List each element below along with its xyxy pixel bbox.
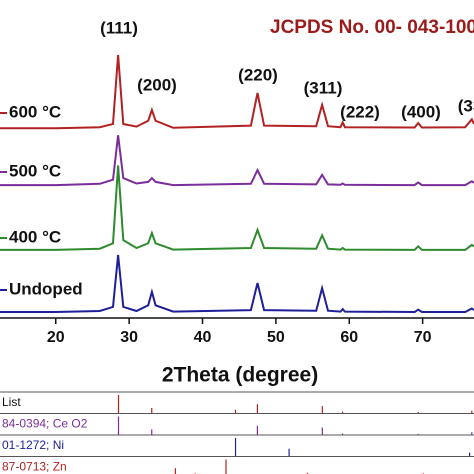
- series-label: 500 °C: [9, 161, 61, 180]
- peak-label: (220): [238, 65, 278, 84]
- x-tick-label: 30: [120, 329, 138, 346]
- spectrum-line: [0, 165, 474, 251]
- spectrum-line: [0, 135, 474, 187]
- reference-label: List: [2, 395, 21, 409]
- series-label: 600 °C: [9, 102, 61, 121]
- x-tick-label: 40: [194, 329, 212, 346]
- reference-label: 01-1272; Ni: [2, 438, 64, 452]
- series-label: 400 °C: [9, 227, 61, 246]
- peak-label: (200): [137, 75, 177, 94]
- x-tick-label: 70: [414, 329, 432, 346]
- reference-label: 87-0713; Zn: [2, 459, 67, 473]
- chart-title: JCPDS No. 00- 043-100: [270, 17, 474, 38]
- x-tick-label: 20: [47, 329, 65, 346]
- x-tick-label: 50: [267, 329, 285, 346]
- reference-panel: [0, 391, 474, 393]
- series-label: Undoped: [9, 279, 83, 298]
- peak-label: (222): [340, 102, 380, 121]
- spectrum-line: [0, 254, 474, 314]
- peak-label: (400): [401, 102, 441, 121]
- spectrum-line: [0, 54, 474, 130]
- x-tick-label: 60: [340, 329, 358, 346]
- peak-label: (111): [100, 18, 138, 37]
- peak-label: (33: [458, 96, 474, 115]
- peak-label: (311): [304, 78, 343, 97]
- x-axis-label: 2Theta (degree): [162, 364, 318, 387]
- reference-label: 84-0394; Ce O2: [2, 416, 88, 430]
